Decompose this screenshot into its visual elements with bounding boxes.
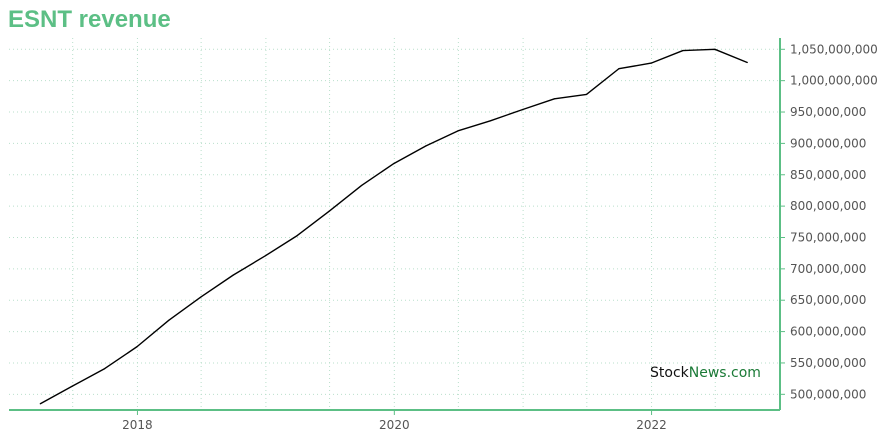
data-point [650,62,652,64]
y-tick-label: 900,000,000 [790,136,866,150]
revenue-line [39,48,748,405]
data-point [104,367,106,370]
data-point [39,403,41,405]
data-point [136,346,138,348]
grid [9,38,780,410]
chart-title: ESNT revenue [8,6,171,33]
data-point [232,274,234,276]
y-tick-label: 800,000,000 [790,199,866,213]
watermark-logo: StockNews.com [650,365,761,381]
data-point [200,296,202,298]
watermark-news: News [688,365,727,381]
data-point [585,93,588,96]
y-tick-label: 750,000,000 [790,230,866,244]
y-tick-label: 850,000,000 [790,168,866,182]
data-point [360,184,363,187]
x-tick-label: 2020 [379,418,410,432]
data-point [425,145,427,147]
data-point [393,162,395,165]
y-tick-label: 1,050,000,000 [790,42,878,56]
watermark-dotcom: .com [726,365,761,381]
data-point [71,385,73,387]
watermark-stock: Stock [650,365,689,381]
y-tick-label: 550,000,000 [790,356,866,370]
data-point [457,130,459,132]
series [39,48,748,405]
x-tick-label: 2018 [122,418,153,432]
y-tick-label: 650,000,000 [790,293,866,307]
data-point [168,319,170,321]
data-point [618,68,620,70]
data-point [489,120,491,122]
data-point [328,210,330,212]
y-tick-label: 950,000,000 [790,105,866,119]
y-tick-label: 500,000,000 [790,387,866,401]
x-axis-ticks: 2018 2020 2022 [122,410,667,432]
data-point [682,49,684,52]
y-tick-label: 600,000,000 [790,325,866,339]
x-tick-label: 2022 [636,418,667,432]
data-point [553,98,556,100]
data-point [296,235,298,237]
data-point [714,48,716,50]
data-point [746,61,748,64]
y-tick-label: 700,000,000 [790,262,866,276]
y-tick-label: 1,000,000,000 [790,74,878,88]
data-point [522,108,524,111]
y-axis-ticks: 500,000,000 550,000,000 600,000,000 650,000… [780,42,878,401]
data-point [264,255,267,257]
